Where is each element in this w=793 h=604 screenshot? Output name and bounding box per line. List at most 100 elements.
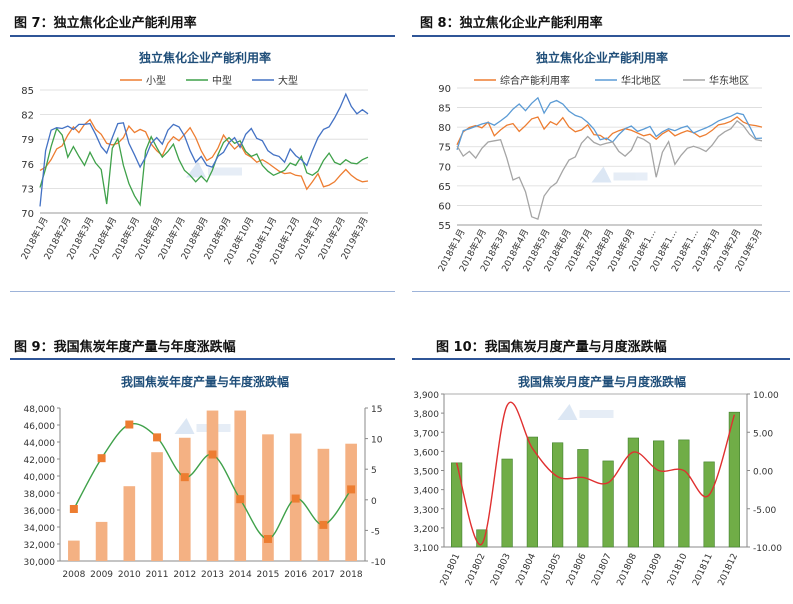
x-tick-label: 201802 [464,552,488,587]
bar-2008 [68,540,80,561]
change-marker-2012 [180,473,189,482]
bar-2013 [206,410,219,561]
x-tick-label: 201808 [616,552,640,588]
y-tick-label: 44,000 [24,439,56,449]
bar-201809 [653,440,665,548]
y-tick-label: 76 [21,160,34,171]
change-line [455,401,736,546]
bar-201806 [577,449,589,548]
legend-label-1: 中型 [212,74,232,87]
figure-10-rule [412,358,790,360]
y-tick-label: 3,100 [413,544,439,554]
y-tick-label: 79 [21,135,34,146]
y2-tick-label: -5.00 [753,506,777,516]
chart-title: 独立焦化企业产能利用率 [138,50,271,65]
x-tick-label: 201811 [691,552,715,587]
series-line-1 [39,127,369,207]
y-tick-label: 42,000 [24,456,56,466]
change-marker-2015 [263,534,272,543]
x-tick-label: 2014 [229,570,252,580]
y-tick-label: 3,600 [413,448,439,458]
watermark-bar [579,410,614,418]
y2-tick-label: 10.00 [753,391,779,401]
y-tick-label: 55 [438,221,451,232]
bar-201804 [526,436,538,548]
bar-2009 [95,521,108,561]
y-tick-label: 48,000 [24,405,56,415]
watermark-mark [591,166,612,183]
legend-label-0: 综合产能利用率 [500,74,570,87]
series-line-2 [39,92,369,207]
change-marker-2018 [347,485,356,494]
x-tick-label: 201803 [489,552,513,587]
watermark-mark [557,404,578,420]
y-tick-label: 82 [21,111,34,122]
y-tick-label: 36,000 [24,507,56,517]
watermark-logo [591,166,648,183]
figure-7-bottom-rule [10,291,395,292]
y-tick-label: 34,000 [24,524,56,534]
chart-title: 独立焦化企业产能利用率 [535,50,668,65]
chart-title: 我国焦炭年度产量与年度涨跌幅 [121,374,289,389]
y-tick-label: 75 [438,143,451,154]
bar-201807 [602,460,614,548]
chart-monthly-coke-output: 我国焦炭月度产量与月度涨跌幅 3,100 3,200 3,300 3,400 3,500 3… [413,374,782,588]
y-tick-label: 85 [21,86,34,97]
y2-tick-label: 0 [371,497,377,507]
y2-tick-label: -10 [371,558,386,568]
y-tick-label: 3,700 [413,429,439,439]
legend-label-2: 华东地区 [709,74,749,87]
x-tick-label: 2009 [90,570,113,580]
x-tick-label: 201812 [717,552,741,587]
change-marker-2011 [153,433,162,442]
bar-201810 [678,439,690,548]
watermark-logo [174,418,231,434]
x-tick-label: 2016 [284,570,307,580]
y-tick-label: 3,400 [413,487,439,497]
y-tick-label: 3,200 [413,525,439,535]
bar-201808 [627,437,639,548]
bar-201805 [552,442,564,548]
y2-tick-label: 5 [371,466,377,476]
change-marker-2009 [97,454,106,463]
x-tick-label: 2008 [62,570,85,580]
bar-201802 [476,529,488,548]
series-line-2 [456,119,763,220]
x-tick-label: 201804 [515,552,539,588]
y2-tick-label: 0.00 [753,468,773,478]
y-tick-label: 3,800 [413,410,439,420]
x-tick-label: 201805 [540,552,564,587]
y-tick-label: 85 [438,104,451,115]
y-tick-label: 3,300 [413,506,439,516]
watermark-bar [613,172,648,181]
y-tick-label: 40,000 [24,473,56,483]
y-tick-label: 70 [21,209,34,220]
bar-201801 [451,462,463,548]
x-tick-label: 2017 [312,570,335,580]
bar-2010 [123,486,136,561]
x-tick-label: 2010 [118,570,141,580]
x-tick-label: 201801 [439,552,463,587]
legend-label-2: 大型 [278,74,298,87]
change-marker-2010 [125,420,134,429]
y-tick-label: 65 [438,182,451,193]
figure-7-heading: 图 7：独立焦化企业产能利用率 [14,16,197,31]
figure-7-rule [10,35,395,37]
change-marker-2016 [291,494,300,503]
x-tick-label: 201806 [565,552,589,588]
series-line-0 [456,116,763,146]
change-marker-2014 [236,495,245,504]
figure-9-rule [10,358,395,360]
bar-2014 [234,410,247,561]
figure-8-bottom-rule [412,291,790,292]
watermark-logo [186,161,242,178]
x-tick-label: 2011 [146,570,169,580]
x-tick-label: 2012 [173,570,196,580]
figure-9-heading: 图 9：我国焦炭年度产量与年度涨跌幅 [14,340,236,355]
watermark-mark [186,161,206,178]
y-tick-label: 38,000 [24,490,56,500]
figure-8-heading: 图 8：独立焦化企业产能利用率 [420,16,603,31]
series-line-0 [39,118,369,191]
